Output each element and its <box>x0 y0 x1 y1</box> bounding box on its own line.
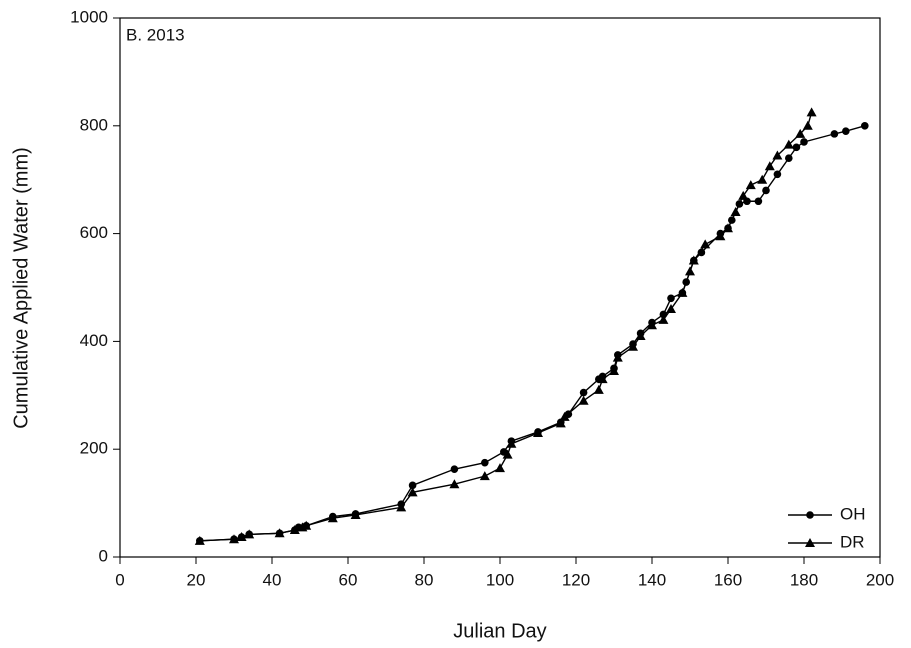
x-tick-label: 100 <box>486 570 514 589</box>
data-point <box>830 130 839 138</box>
data-point <box>785 154 793 162</box>
data-point <box>635 331 646 341</box>
legend-label: DR <box>840 532 865 551</box>
data-point <box>792 143 801 152</box>
data-point <box>612 352 623 362</box>
data-point <box>700 239 711 249</box>
series-line <box>199 112 813 542</box>
data-point <box>723 223 733 233</box>
data-point <box>396 502 407 512</box>
legend-marker <box>806 511 814 519</box>
data-point <box>800 138 808 146</box>
data-point <box>697 248 706 257</box>
data-point <box>715 231 726 241</box>
y-tick-label: 400 <box>80 331 108 350</box>
data-point <box>450 465 459 473</box>
data-point <box>495 463 505 473</box>
data-point <box>597 374 608 384</box>
data-point <box>772 150 783 160</box>
data-point <box>289 525 300 535</box>
data-point <box>229 534 239 544</box>
data-point <box>194 535 205 545</box>
x-tick-label: 0 <box>115 570 124 589</box>
data-point <box>502 449 513 459</box>
data-point <box>764 161 775 171</box>
y-tick-label: 800 <box>80 115 108 134</box>
y-tick-label: 0 <box>99 546 108 565</box>
y-tick-label: 600 <box>80 223 108 242</box>
data-point <box>738 190 749 200</box>
data-point <box>593 384 604 394</box>
data-point <box>327 513 338 523</box>
data-point <box>757 174 768 184</box>
y-tick-label: 1000 <box>70 7 108 26</box>
x-tick-label: 160 <box>714 570 742 589</box>
data-point <box>754 197 763 206</box>
data-point <box>762 186 770 195</box>
data-point <box>244 529 255 539</box>
data-point <box>842 127 850 135</box>
x-tick-label: 180 <box>790 570 818 589</box>
data-point <box>481 458 489 467</box>
data-point <box>861 122 869 130</box>
x-axis-label: Julian Day <box>453 620 546 642</box>
data-point <box>274 528 285 538</box>
data-point <box>559 411 570 421</box>
annotation: B. 2013 <box>126 25 185 44</box>
data-point <box>628 341 638 351</box>
x-tick-label: 140 <box>638 570 666 589</box>
data-point <box>795 128 806 138</box>
data-point <box>506 438 517 448</box>
legend-marker <box>805 538 815 547</box>
x-tick-label: 40 <box>263 570 282 589</box>
data-point <box>783 139 794 149</box>
data-point <box>555 418 566 428</box>
x-tick-label: 20 <box>187 570 206 589</box>
data-point <box>578 395 589 405</box>
data-point <box>806 107 817 117</box>
data-point <box>802 120 813 130</box>
data-point <box>773 170 782 179</box>
data-point <box>449 479 460 489</box>
data-point <box>609 366 619 376</box>
x-tick-label: 80 <box>415 570 434 589</box>
data-point <box>745 180 756 190</box>
legend-label: OH <box>840 504 866 523</box>
data-point <box>666 304 676 314</box>
data-point <box>579 388 588 397</box>
data-point <box>301 520 312 530</box>
data-point <box>408 481 417 490</box>
y-axis-label: Cumulative Applied Water (mm) <box>10 147 32 429</box>
x-tick-label: 200 <box>866 570 894 589</box>
data-point <box>533 428 543 438</box>
data-point <box>236 532 247 542</box>
data-point <box>407 487 418 497</box>
data-point <box>677 287 688 297</box>
data-point <box>685 266 695 276</box>
data-point <box>647 320 657 330</box>
data-point <box>688 255 699 265</box>
data-point <box>479 471 490 481</box>
x-tick-label: 60 <box>339 570 358 589</box>
data-point <box>667 294 675 303</box>
data-point <box>350 509 361 519</box>
data-point <box>730 207 741 217</box>
plot-frame <box>119 17 881 558</box>
y-tick-label: 200 <box>80 439 108 458</box>
x-tick-label: 120 <box>562 570 590 589</box>
data-point <box>658 314 669 324</box>
